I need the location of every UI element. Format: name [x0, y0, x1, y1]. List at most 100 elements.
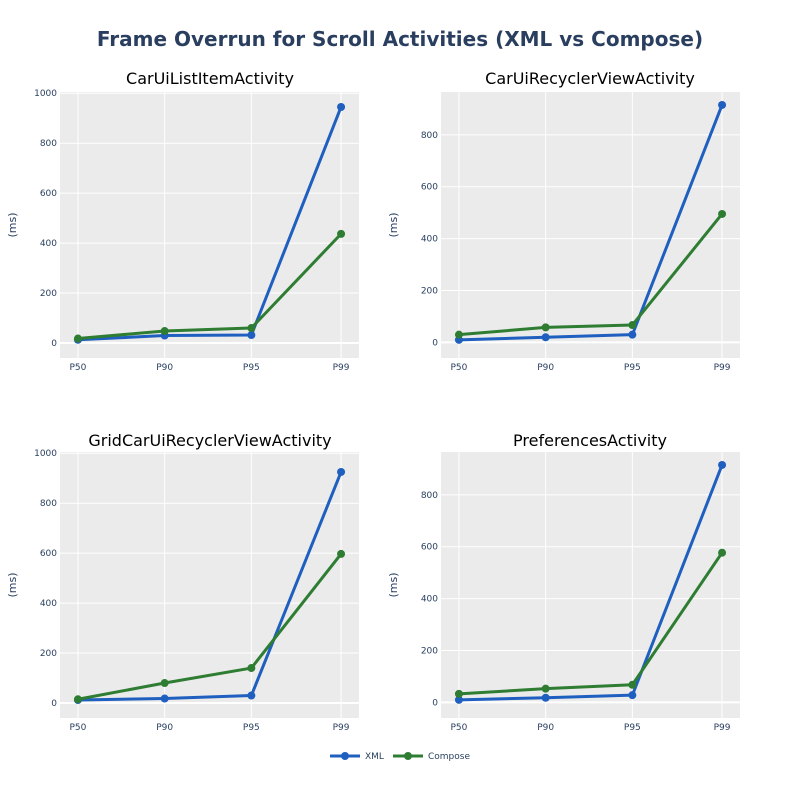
data-point-xml: [337, 467, 346, 476]
x-tick-label: P99: [714, 363, 731, 373]
data-point-compose: [541, 684, 550, 693]
data-point-compose: [718, 209, 727, 218]
y-tick-label: 400: [40, 599, 57, 609]
x-tick-label: P90: [537, 363, 554, 373]
legend-item-xml: XML: [330, 752, 384, 762]
data-point-compose: [718, 548, 727, 557]
legend: XML Compose: [330, 752, 470, 762]
series-line-compose: [458, 551, 724, 696]
series-line-xml: [77, 471, 343, 702]
y-tick-label: 0: [51, 339, 57, 349]
legend-swatch-marker: [404, 752, 412, 760]
subplot-title: GridCarUiRecyclerViewActivity: [88, 431, 331, 450]
x-tick-label: P50: [450, 363, 467, 373]
y-tick-label: 600: [421, 183, 438, 193]
y-tick-label: 0: [432, 698, 438, 708]
x-tick-label: P90: [537, 723, 554, 733]
data-point-compose: [73, 695, 82, 704]
series-line-compose: [458, 213, 724, 337]
data-point-xml: [454, 695, 463, 704]
data-point-xml: [718, 100, 727, 109]
data-point-compose: [541, 323, 550, 332]
y-tick-label: 800: [40, 139, 57, 149]
data-point-compose: [454, 330, 463, 339]
data-point-compose: [454, 689, 463, 698]
data-point-xml: [247, 691, 256, 700]
y-tick-label: 800: [421, 131, 438, 141]
plot-area: [60, 92, 359, 358]
y-tick-label: 600: [421, 543, 438, 553]
legend-swatch-marker: [341, 752, 349, 760]
x-tick-label: P99: [333, 363, 350, 373]
x-tick-label: P90: [156, 363, 173, 373]
x-tick-label: P50: [69, 723, 86, 733]
data-point-xml: [541, 693, 550, 702]
legend-item-compose: Compose: [393, 752, 470, 762]
data-point-xml: [541, 333, 550, 342]
subplot-title: PreferencesActivity: [513, 431, 667, 450]
subplot-3: 0 200 400 600 800 1000 P50 P90 P95 P99 (ms) GridCar…: [6, 431, 359, 733]
x-tick-label: P95: [624, 723, 641, 733]
chart-title: Frame Overrun for Scroll Activities (XML…: [97, 27, 703, 51]
x-tick-label: P50: [450, 723, 467, 733]
data-point-compose: [160, 327, 169, 336]
data-point-compose: [247, 324, 256, 333]
y-tick-label: 200: [40, 649, 57, 659]
y-tick-label: 400: [40, 239, 57, 249]
data-point-compose: [337, 549, 346, 558]
subplot-2: 0 200 400 600 800 P50 P90 P95 P99 (ms) CarUiRecycl…: [387, 69, 740, 373]
series-line-xml: [77, 106, 343, 342]
data-point-xml: [337, 102, 346, 111]
y-tick-label: 400: [421, 595, 438, 605]
data-point-compose: [628, 680, 637, 689]
y-tick-label: 600: [40, 549, 57, 559]
subplot-1: 0 200 400 600 800 1000 P50 P90 P95 P99 (ms) CarUiLi…: [6, 69, 359, 373]
x-tick-label: P95: [243, 363, 260, 373]
y-tick-label: 200: [40, 289, 57, 299]
y-tick-label: 600: [40, 189, 57, 199]
subplot-title: CarUiListItemActivity: [126, 69, 294, 88]
y-axis-label: (ms): [387, 572, 400, 597]
y-tick-label: 0: [51, 699, 57, 709]
legend-label: Compose: [428, 752, 470, 762]
y-tick-label: 1000: [34, 449, 57, 459]
y-tick-label: 200: [421, 287, 438, 297]
y-axis-label: (ms): [6, 572, 19, 597]
series-line-compose: [77, 552, 343, 701]
data-point-compose: [337, 229, 346, 238]
data-point-xml: [628, 691, 637, 700]
y-tick-label: 800: [421, 491, 438, 501]
legend-label: XML: [365, 752, 384, 762]
data-point-compose: [247, 664, 256, 673]
y-tick-label: 1000: [34, 89, 57, 99]
x-tick-label: P95: [624, 363, 641, 373]
x-tick-label: P99: [333, 723, 350, 733]
plot-area: [441, 452, 740, 718]
series-line-compose: [77, 232, 343, 341]
subplot-title: CarUiRecyclerViewActivity: [485, 69, 695, 88]
y-tick-label: 200: [421, 647, 438, 657]
data-point-compose: [160, 679, 169, 688]
data-point-compose: [73, 334, 82, 343]
y-tick-label: 400: [421, 235, 438, 245]
y-tick-label: 0: [432, 338, 438, 348]
plot-area: [60, 452, 359, 718]
data-point-xml: [718, 460, 727, 469]
x-tick-label: P50: [69, 363, 86, 373]
data-point-xml: [628, 330, 637, 339]
x-tick-label: P90: [156, 723, 173, 733]
y-tick-label: 800: [40, 499, 57, 509]
x-tick-label: P99: [714, 723, 731, 733]
y-axis-label: (ms): [6, 212, 19, 237]
data-point-xml: [160, 694, 169, 703]
plot-area: [441, 92, 740, 358]
series-line-xml: [458, 104, 724, 342]
y-axis-label: (ms): [387, 212, 400, 237]
subplots-grid: 0 200 400 600 800 1000 P50 P90 P95 P99 (ms) CarUiLi…: [6, 69, 740, 733]
subplot-4: 0 200 400 600 800 P50 P90 P95 P99 (ms) Preferences…: [387, 431, 740, 733]
data-point-xml: [247, 331, 256, 340]
data-point-compose: [628, 321, 637, 330]
series-line-xml: [458, 464, 724, 702]
x-tick-label: P95: [243, 723, 260, 733]
